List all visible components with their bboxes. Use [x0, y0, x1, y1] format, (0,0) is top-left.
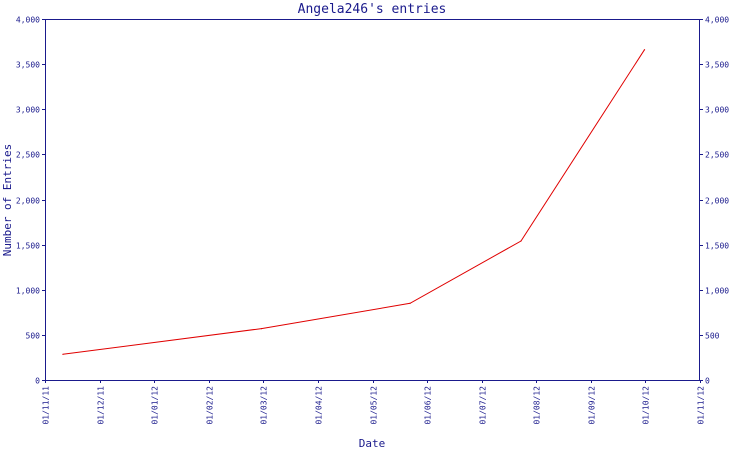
y-tick-label-left: 3,000	[16, 106, 40, 115]
y-tick-label-right: 2,500	[705, 151, 729, 160]
data-point	[62, 353, 64, 355]
data-point	[409, 302, 411, 304]
y-tick-label-right: 2,000	[705, 197, 729, 206]
y-tick-label-right: 500	[705, 332, 720, 341]
x-tick-label: 01/10/12	[642, 386, 651, 425]
data-point	[520, 240, 522, 242]
x-tick-label: 01/06/12	[424, 386, 433, 425]
y-tick-label-left: 2,500	[16, 151, 40, 160]
series-line	[62, 49, 645, 355]
y-tick-label-left: 2,000	[16, 197, 40, 206]
y-tick-label-left: 500	[26, 332, 41, 341]
x-axis-label: Date	[359, 437, 386, 450]
chart-title: Angela246's entries	[298, 2, 447, 17]
x-tick-label: 01/11/11	[42, 386, 51, 425]
y-tick-label-right: 0	[705, 377, 710, 386]
x-tick-label: 01/02/12	[206, 386, 215, 425]
y-tick-label-left: 1,000	[16, 287, 40, 296]
y-tick-label-right: 3,000	[705, 106, 729, 115]
y-tick-label-right: 1,000	[705, 287, 729, 296]
x-axis: 01/11/11 01/12/11 01/01/12 01/02/12 01/03/12…	[42, 380, 706, 425]
y-axis-right: 0 500 1,000 1,500 2,000 2,500 3,000 3,500 4,000	[700, 16, 729, 386]
y-tick-label-left: 4,000	[16, 16, 40, 25]
y-axis-label: Number of Entries	[1, 144, 14, 257]
plot-frame	[45, 19, 700, 381]
x-tick-label: 01/01/12	[151, 386, 160, 425]
x-tick-label: 01/04/12	[315, 386, 324, 425]
y-axis-left: 0 500 1,000 1,500 2,000 2,500 3,000 3,500 4,000	[16, 16, 45, 386]
y-tick-label-right: 1,500	[705, 242, 729, 251]
x-tick-label: 01/07/12	[479, 386, 488, 425]
x-tick-label: 01/08/12	[533, 386, 542, 425]
x-tick-label: 01/12/11	[97, 386, 106, 425]
y-tick-label-left: 0	[35, 377, 40, 386]
x-tick-label: 01/09/12	[588, 386, 597, 425]
y-tick-label-right: 4,000	[705, 16, 729, 25]
series-layer	[62, 49, 646, 355]
x-tick-label: 01/11/12	[697, 386, 706, 425]
data-point	[643, 49, 646, 51]
x-tick-label: 01/03/12	[260, 386, 269, 425]
y-tick-label-right: 3,500	[705, 61, 729, 70]
y-tick-label-left: 1,500	[16, 242, 40, 251]
data-point	[260, 328, 263, 330]
x-tick-label: 01/05/12	[370, 386, 379, 425]
y-tick-label-left: 3,500	[16, 61, 40, 70]
